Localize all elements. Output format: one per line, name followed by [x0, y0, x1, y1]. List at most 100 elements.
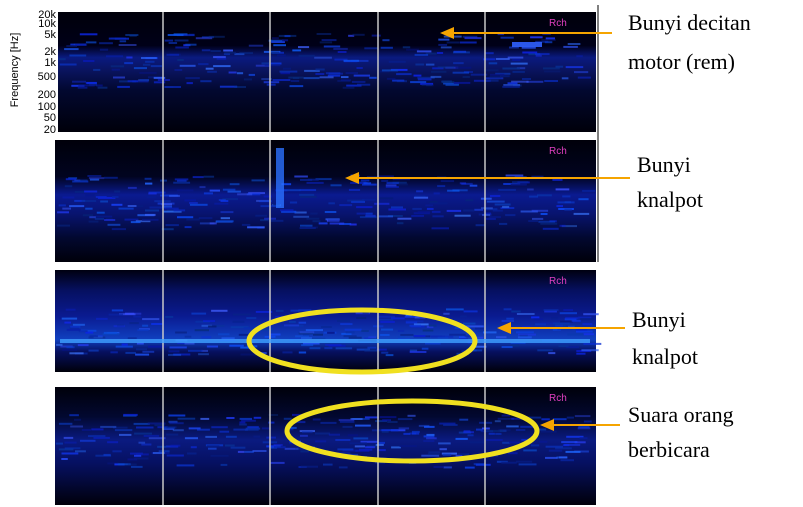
spectrogram-cell — [252, 179, 265, 181]
spectrogram-cell — [565, 317, 578, 319]
spectrogram-cell — [114, 191, 120, 193]
spectrogram-cell — [455, 215, 471, 217]
spectrogram-cell — [136, 427, 154, 429]
spectrogram-cell — [432, 227, 450, 229]
spectrogram-cell — [217, 58, 227, 60]
spectrogram-cell — [489, 216, 501, 218]
spectrogram-cell — [506, 318, 514, 320]
spectrogram-cell — [443, 424, 458, 426]
spectrogram-cell — [428, 453, 440, 455]
spectrogram-cell — [66, 309, 76, 311]
spectrogram-cell — [437, 185, 445, 187]
spectrogram-cell — [108, 224, 121, 226]
spectrogram-cell — [465, 467, 475, 469]
spectrogram-cell — [320, 41, 332, 43]
spectrogram-cell — [382, 39, 389, 41]
spectrogram-cell — [453, 72, 469, 74]
spectrogram-cell — [238, 451, 244, 453]
spectrogram-cell — [261, 205, 277, 207]
spectrogram-cell — [539, 441, 547, 443]
spectrogram-cell — [361, 330, 369, 332]
spectrogram-cell — [437, 52, 443, 54]
spectrogram-cell — [416, 190, 423, 192]
spectrogram-cell — [70, 326, 80, 328]
spectrogram-cell — [438, 39, 449, 41]
spectrogram-cell — [502, 86, 520, 88]
spectrogram-cell — [583, 333, 594, 335]
spectrogram-cell — [481, 198, 492, 200]
spectrogram-cell — [86, 82, 97, 84]
spectrogram-cell — [422, 348, 429, 350]
spectrogram-cell — [489, 433, 495, 435]
spectrogram-cell — [429, 325, 436, 327]
spectrogram-cell — [288, 77, 303, 79]
spectrogram-cell — [461, 183, 472, 185]
spectrogram-cell — [340, 421, 355, 423]
spectrogram-cell — [329, 434, 340, 436]
spectrogram-cell — [306, 218, 319, 220]
spectrogram-cell — [408, 415, 416, 417]
spectrogram-cell — [349, 189, 360, 191]
spectrogram-cell — [125, 352, 135, 354]
spectrogram-cell — [221, 217, 230, 219]
spectrogram-cell — [96, 85, 103, 87]
spectrogram-cell — [202, 336, 212, 338]
spectrogram-cell — [427, 208, 434, 210]
spectrogram-cell — [519, 463, 537, 465]
spectrogram-cell — [348, 434, 358, 436]
spectrogram-cell — [304, 77, 320, 79]
spectrogram-cell — [151, 65, 162, 67]
spectrogram-cell — [226, 417, 234, 419]
spectrogram-cell — [377, 316, 395, 318]
spectrogram-cell — [502, 206, 509, 208]
spectrogram-cell — [241, 354, 257, 356]
spectrogram-cell — [512, 181, 528, 183]
spectrogram-cell — [203, 320, 215, 322]
spectrogram-cell — [66, 346, 74, 348]
spectrogram-cell — [86, 41, 97, 43]
spectrogram-cell — [206, 68, 214, 70]
y-tick-label: 50 — [44, 112, 56, 124]
spectrogram-cell — [328, 202, 335, 204]
spectrogram-cell — [379, 319, 393, 321]
spectrogram-cell — [512, 345, 519, 347]
spectrogram-cell — [244, 451, 254, 453]
spectrogram-cell — [529, 196, 538, 198]
spectrogram-cell — [147, 196, 156, 198]
spectrogram-cell — [211, 310, 227, 312]
spectrogram-cell — [274, 446, 286, 448]
spectrogram-cell — [564, 209, 571, 211]
spectrogram-cell — [418, 78, 432, 80]
spectrogram-cell — [319, 222, 328, 224]
spectrogram-cell — [123, 415, 137, 417]
spectrogram-cell — [410, 351, 427, 353]
spectrogram-cell — [111, 65, 124, 67]
spectrogram-cell — [210, 190, 220, 192]
spectrogram-cell — [476, 429, 483, 431]
spectrogram-cell — [89, 177, 104, 179]
spectrogram-cell — [301, 344, 313, 346]
spectrogram-cell — [302, 431, 313, 433]
spectrogram-cell — [578, 77, 591, 79]
spectrogram-cell — [556, 66, 564, 68]
spectrogram-cell — [129, 322, 138, 324]
spectrogram-cell — [511, 63, 528, 65]
spectrogram-cell — [333, 48, 348, 50]
spectrogram-cell — [447, 210, 461, 212]
spectrogram-cell — [244, 78, 252, 80]
spectrogram-cell — [173, 429, 184, 431]
spectrogram-cell — [120, 40, 127, 42]
spectrogram-cell — [562, 77, 569, 79]
spectrogram-cell — [214, 203, 228, 205]
spectrogram-cell — [198, 353, 209, 355]
spectrogram-cell — [516, 461, 532, 463]
spectrogram-cell — [434, 192, 440, 194]
spectrogram-cell — [563, 46, 578, 48]
spectrogram-cell — [300, 196, 317, 198]
spectrogram-cell — [207, 71, 217, 73]
spectrogram-cell — [502, 320, 514, 322]
spectrogram-cell — [403, 46, 410, 48]
spectrogram-cell — [580, 437, 588, 439]
spectrogram-cell — [84, 191, 97, 193]
spectrogram-cell — [266, 437, 276, 439]
